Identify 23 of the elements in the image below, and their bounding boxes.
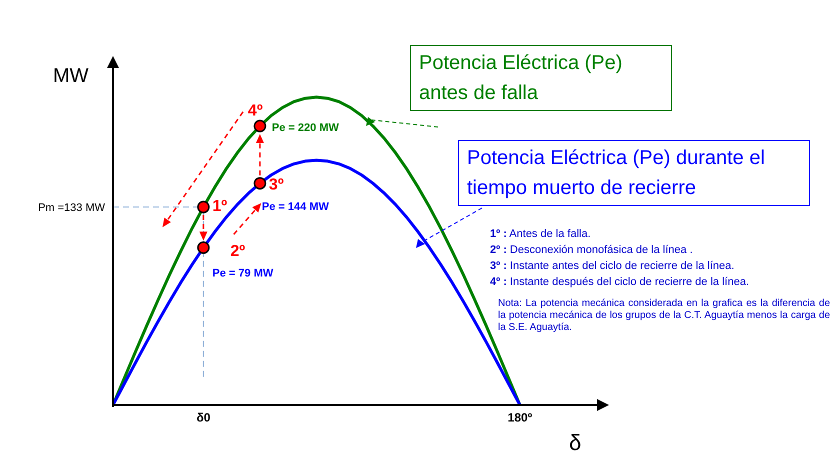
- annotation: 3º: [268, 176, 284, 194]
- x-tick-label: δ0: [196, 410, 211, 425]
- annotation: 4º : Instante después del ciclo de recierre de la línea.: [490, 275, 750, 290]
- point: [197, 241, 210, 254]
- y-axis-title: MW: [53, 65, 89, 87]
- point: [254, 120, 266, 132]
- annotation: 1º: [212, 198, 228, 216]
- annotation: 1º : Antes de la falla.: [490, 227, 592, 242]
- text: Potencia Eléctrica (Pe) durante el tiempo muerto de recierre: [458, 140, 810, 206]
- annotation: Pe = 220 MW: [272, 122, 340, 134]
- x-tick-label: 180º: [508, 410, 533, 425]
- annotation: 2º : Desconexión monofásica de la línea .: [490, 243, 694, 258]
- text: Potencia Eléctrica (Pe) antes de falla: [410, 45, 672, 111]
- annotation: 3º : Instante antes del ciclo de recierre de la línea.: [490, 259, 736, 274]
- annotation: 2º: [230, 242, 246, 260]
- text: Pm =133 MW: [38, 202, 106, 214]
- x-axis-title: δ: [569, 430, 582, 455]
- point: [197, 200, 210, 214]
- annotation: Nota: La potencia mecánica considerada en la grafica es la diferencia de la potencia mecánica de los grupos de la C.T. Aguaytía menos la carga de la S.E. Aguaytía.: [498, 298, 830, 334]
- annotation: Pe = 144 MW: [262, 201, 330, 214]
- annotation: 4º: [248, 102, 263, 120]
- point: [254, 177, 266, 190]
- annotation: Pe = 79 MW: [212, 268, 274, 280]
